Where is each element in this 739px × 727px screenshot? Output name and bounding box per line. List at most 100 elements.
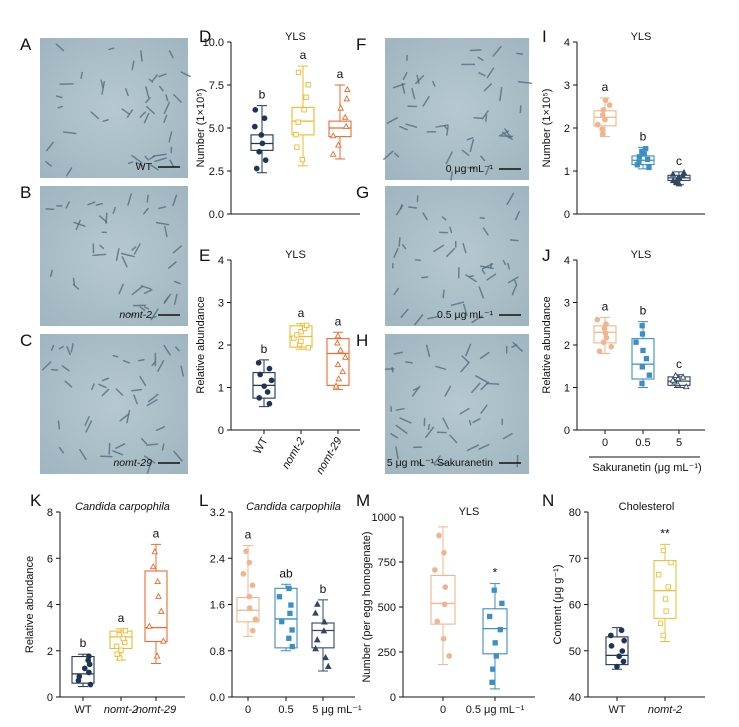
significance-label: a <box>300 48 307 62</box>
data-point <box>616 653 622 660</box>
data-point <box>160 637 167 644</box>
y-tick-label: 1 <box>564 383 570 395</box>
data-point <box>679 172 687 179</box>
y-axis-label: Relative abundance <box>541 296 553 393</box>
data-point <box>329 150 337 157</box>
data-point <box>446 653 453 659</box>
data-point <box>113 643 120 649</box>
data-point <box>240 571 247 577</box>
box-group: * <box>482 566 508 690</box>
data-point <box>594 121 601 128</box>
data-point <box>249 627 256 634</box>
y-tick-label: 0 <box>564 209 570 221</box>
data-point <box>619 648 626 654</box>
data-point <box>246 559 253 566</box>
data-point <box>621 637 627 644</box>
data-point <box>660 632 666 639</box>
data-point <box>644 156 651 163</box>
caption-H: 5 μg mL⁻¹ Sakuranetin <box>387 457 493 469</box>
data-point <box>145 622 153 629</box>
data-point <box>335 375 343 382</box>
data-point <box>639 380 645 387</box>
box-group: a <box>291 48 315 167</box>
data-point <box>253 165 260 172</box>
x-tick-label: 5 μg mL⁻¹ <box>312 704 362 716</box>
panel-letter-A: A <box>20 35 32 54</box>
y-axis-label: Number (per egg homogenate) <box>361 531 373 682</box>
y-tick-label: 2 <box>564 340 570 352</box>
x-tick-label: 0 <box>245 704 251 716</box>
data-point <box>600 339 607 346</box>
panel-letter-G: G <box>356 183 369 202</box>
box-group: b <box>250 88 274 174</box>
data-point <box>639 323 645 329</box>
data-point <box>602 97 609 104</box>
data-point <box>633 339 639 345</box>
x-tick-label: WT <box>252 435 271 456</box>
x-tick-label: 0 <box>602 437 608 449</box>
data-point <box>491 587 497 593</box>
data-point <box>599 131 606 138</box>
significance-label: a <box>602 299 609 313</box>
data-point <box>434 618 441 625</box>
data-point <box>674 374 682 382</box>
data-point <box>602 116 608 123</box>
y-tick-label: 4 <box>218 255 224 267</box>
caption-B: nomt-2 <box>119 309 152 321</box>
y-tick-label: 60 <box>569 600 581 612</box>
data-point <box>440 635 447 642</box>
yeast-cells <box>45 193 182 321</box>
data-point <box>337 346 344 353</box>
box-group: ab <box>274 566 298 652</box>
data-point <box>256 395 263 401</box>
data-point <box>669 170 677 177</box>
data-point <box>679 373 687 380</box>
data-point <box>303 322 310 328</box>
significance-label: a <box>335 314 342 328</box>
data-point <box>258 132 265 138</box>
box-group: a <box>289 306 313 351</box>
x-tick-label: 5 <box>676 437 682 449</box>
panel-letter-D: D <box>199 27 211 46</box>
chart-J: J YLS 0 1 2 3 4 Relative abundance 0 0.5 5 Sakurane… <box>541 246 705 474</box>
box <box>653 560 677 619</box>
significance-label: a <box>153 526 160 540</box>
y-tick-label: 2 <box>564 123 570 135</box>
data-point <box>279 619 285 625</box>
chart-D: D YLS 0.0 2.5 5.0 7.5 10.0 Number (1×10⁵) b a a <box>195 27 360 221</box>
data-point <box>493 653 499 659</box>
data-point <box>287 610 293 617</box>
y-tick-label: 500 <box>378 602 396 614</box>
x-tick-label: nomt-2 <box>280 436 308 472</box>
data-point <box>606 102 613 109</box>
y-axis-label: Number (1×10⁵) <box>541 89 553 168</box>
box <box>328 120 352 138</box>
y-tick-label: 80 <box>569 507 581 519</box>
data-point <box>266 400 273 407</box>
data-point <box>276 594 283 600</box>
data-point <box>639 364 645 370</box>
data-point <box>149 562 157 570</box>
y-tick-label: 1.6 <box>210 600 225 612</box>
significance-label: ** <box>660 526 670 540</box>
yeast-cells <box>391 192 520 326</box>
micrograph-C <box>40 334 188 474</box>
data-point <box>599 126 606 133</box>
data-point <box>324 662 332 669</box>
data-point <box>294 144 300 150</box>
data-point <box>682 382 690 390</box>
data-point <box>614 663 620 670</box>
significance-label: a <box>337 67 344 81</box>
data-point <box>487 613 493 620</box>
x-tick-label: 0 <box>440 704 446 716</box>
photo-panel-G: G 0.5 μg mL⁻¹ <box>356 183 529 326</box>
data-point <box>662 596 669 602</box>
box-group <box>430 526 456 666</box>
data-point <box>299 156 306 163</box>
significance-label: a <box>118 611 125 625</box>
data-point <box>332 382 340 389</box>
data-point <box>293 132 299 138</box>
data-point <box>255 359 262 366</box>
panel-letter-E: E <box>199 246 210 265</box>
